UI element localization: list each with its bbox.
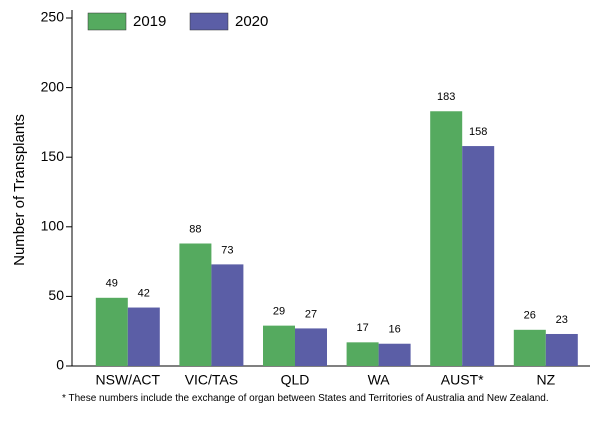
y-tick-label: 150 xyxy=(41,148,65,164)
bar xyxy=(211,264,244,366)
y-tick-label: 250 xyxy=(41,9,65,25)
bar xyxy=(513,329,546,366)
x-tick-label: NSW/ACT xyxy=(96,372,161,388)
value-label: 26 xyxy=(524,310,536,322)
x-tick-label: AUST* xyxy=(441,372,484,388)
legend-label: 2020 xyxy=(235,13,268,30)
x-tick-label: WA xyxy=(368,372,391,388)
bar xyxy=(545,333,578,366)
value-label: 23 xyxy=(556,314,568,326)
value-label: 42 xyxy=(138,287,150,299)
value-label: 27 xyxy=(305,308,317,320)
legend-swatch xyxy=(189,12,229,31)
bar xyxy=(430,111,463,366)
value-label: 29 xyxy=(273,306,285,318)
x-tick-label: NZ xyxy=(536,372,555,388)
x-tick-label: QLD xyxy=(281,372,310,388)
bar xyxy=(263,325,295,366)
value-label: 16 xyxy=(388,324,400,336)
y-tick-label: 50 xyxy=(48,287,64,303)
y-tick-label: 0 xyxy=(56,357,64,373)
x-tick-label: VIC/TAS xyxy=(185,372,238,388)
y-tick-label: 200 xyxy=(41,78,65,94)
y-tick-label: 100 xyxy=(41,218,65,234)
value-label: 49 xyxy=(106,278,118,290)
bar xyxy=(95,297,128,366)
bar xyxy=(378,343,411,366)
legend-label: 2019 xyxy=(133,13,166,30)
value-label: 88 xyxy=(189,223,201,235)
footnote: * These numbers include the exchange of … xyxy=(62,393,549,404)
bar xyxy=(127,307,160,366)
bar xyxy=(295,328,327,366)
value-label: 73 xyxy=(221,244,233,256)
bar xyxy=(179,243,212,366)
legend-swatch xyxy=(87,12,127,31)
value-label: 17 xyxy=(356,322,368,334)
bar xyxy=(462,146,495,366)
y-axis-label: Number of Transplants xyxy=(11,114,28,266)
bar xyxy=(346,342,379,366)
value-label: 158 xyxy=(469,126,487,138)
value-label: 183 xyxy=(437,91,455,103)
